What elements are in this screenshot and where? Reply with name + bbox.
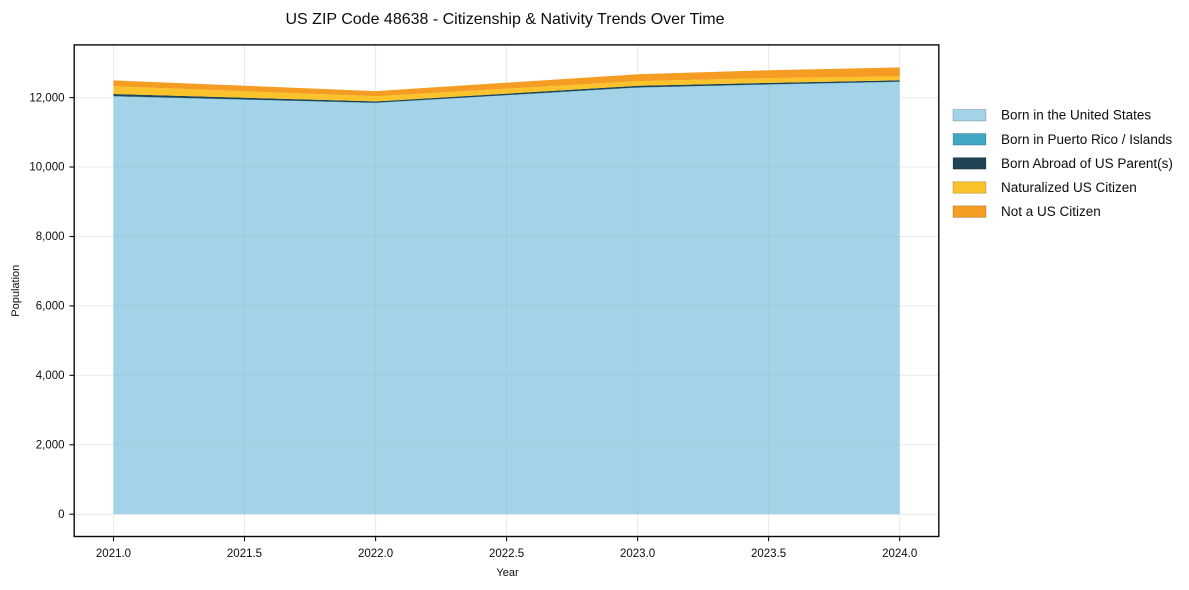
svg-text:2021.0: 2021.0 <box>96 548 131 560</box>
svg-text:2024.0: 2024.0 <box>882 548 917 560</box>
svg-text:6,000: 6,000 <box>36 301 65 313</box>
svg-text:Born Abroad of US Parent(s): Born Abroad of US Parent(s) <box>1001 156 1173 171</box>
svg-text:4,000: 4,000 <box>36 370 65 382</box>
svg-text:2022.0: 2022.0 <box>358 548 393 560</box>
svg-text:Naturalized US Citizen: Naturalized US Citizen <box>1001 180 1137 195</box>
svg-text:2023.5: 2023.5 <box>751 548 786 560</box>
svg-text:10,000: 10,000 <box>29 162 64 174</box>
svg-text:US ZIP Code 48638 - Citizenshi: US ZIP Code 48638 - Citizenship & Nativi… <box>286 11 725 28</box>
svg-text:2021.5: 2021.5 <box>227 548 262 560</box>
svg-text:12,000: 12,000 <box>29 92 64 104</box>
svg-text:Born in Puerto Rico / Islands: Born in Puerto Rico / Islands <box>1001 132 1172 147</box>
svg-text:2022.5: 2022.5 <box>489 548 524 560</box>
svg-text:0: 0 <box>58 509 64 521</box>
svg-text:2023.0: 2023.0 <box>620 548 655 560</box>
svg-text:Born in the United States: Born in the United States <box>1001 108 1151 123</box>
svg-text:8,000: 8,000 <box>36 231 65 243</box>
svg-text:Population: Population <box>10 265 22 317</box>
svg-text:Not a US Citizen: Not a US Citizen <box>1001 204 1101 219</box>
svg-text:2,000: 2,000 <box>36 440 65 452</box>
svg-text:Year: Year <box>496 567 519 579</box>
